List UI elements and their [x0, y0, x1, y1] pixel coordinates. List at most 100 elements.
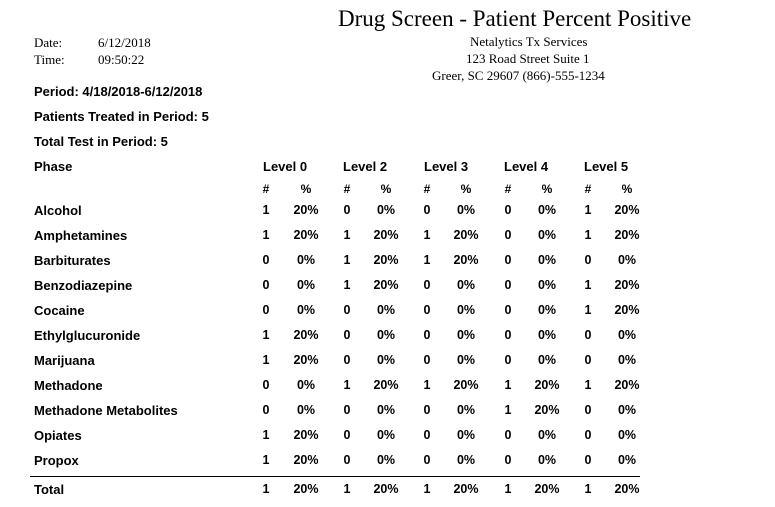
- count-cell: 0: [504, 203, 512, 217]
- count-cell: 0: [584, 328, 592, 342]
- count-header: #: [262, 182, 270, 196]
- count-cell: 0: [584, 453, 592, 467]
- percent-cell: 0%: [456, 328, 476, 342]
- count-cell: 1: [584, 228, 592, 242]
- company-name: Netalytics Tx Services: [470, 34, 588, 49]
- percent-cell: 20%: [534, 403, 560, 417]
- count-header: #: [343, 182, 351, 196]
- percent-cell: 20%: [373, 228, 399, 242]
- count-cell: 0: [262, 253, 270, 267]
- percent-cell: 0%: [537, 278, 557, 292]
- phase-header: Phase: [34, 159, 73, 174]
- percent-cell: 0%: [376, 303, 396, 317]
- count-cell: 0: [504, 453, 512, 467]
- phase-name: Methadone: [34, 378, 103, 393]
- phase-name: Alcohol: [34, 203, 82, 218]
- percent-cell: 0%: [456, 303, 476, 317]
- level-header: Level 2: [343, 159, 388, 174]
- percent-cell: 20%: [293, 203, 319, 217]
- level-header: Level 5: [584, 159, 629, 174]
- count-cell: 0: [504, 253, 512, 267]
- percent-cell: 0%: [617, 328, 637, 342]
- count-cell: 1: [262, 353, 270, 367]
- percent-cell: 0%: [296, 303, 316, 317]
- percent-cell: 0%: [617, 253, 637, 267]
- phase-name: Methadone Metabolites: [34, 403, 178, 418]
- percent-cell: 20%: [293, 228, 319, 242]
- count-cell: 0: [343, 428, 351, 442]
- percent-cell: 20%: [614, 482, 640, 496]
- percent-cell: 20%: [453, 228, 479, 242]
- percent-cell: 20%: [293, 353, 319, 367]
- count-cell: 1: [584, 482, 592, 496]
- count-cell: 0: [343, 303, 351, 317]
- percent-cell: 0%: [376, 328, 396, 342]
- phase-name: Cocaine: [34, 303, 85, 318]
- table-row: Methadone 0 0% 1 20% 1 20% 1 20% 1 20%: [0, 378, 775, 403]
- percent-cell: 0%: [456, 353, 476, 367]
- count-cell: 1: [504, 378, 512, 392]
- count-cell: 0: [423, 303, 431, 317]
- count-cell: 0: [423, 328, 431, 342]
- count-cell: 1: [262, 453, 270, 467]
- count-cell: 0: [504, 428, 512, 442]
- percent-cell: 0%: [617, 428, 637, 442]
- percent-cell: 0%: [456, 403, 476, 417]
- count-cell: 1: [423, 378, 431, 392]
- patients-treated-text: Patients Treated in Period: 5: [34, 109, 209, 124]
- time-label: Time:: [34, 52, 65, 67]
- table-row: Methadone Metabolites 0 0% 0 0% 0 0% 1 20% 0 0%: [0, 403, 775, 428]
- percent-cell: 0%: [617, 353, 637, 367]
- phase-name: Opiates: [34, 428, 82, 443]
- count-cell: 0: [343, 403, 351, 417]
- percent-cell: 0%: [537, 203, 557, 217]
- percent-cell: 20%: [373, 482, 399, 496]
- period-text: Period: 4/18/2018-6/12/2018: [34, 84, 203, 99]
- table-row: Barbiturates 0 0% 1 20% 1 20% 0 0% 0 0%: [0, 253, 775, 278]
- count-cell: 1: [584, 378, 592, 392]
- table-row: Propox 1 20% 0 0% 0 0% 0 0% 0 0%: [0, 453, 775, 478]
- percent-header: %: [541, 182, 553, 196]
- percent-cell: 0%: [456, 278, 476, 292]
- count-cell: 0: [262, 278, 270, 292]
- company-address: 123 Road Street Suite 1: [466, 51, 590, 66]
- percent-cell: 0%: [296, 378, 316, 392]
- count-cell: 0: [504, 353, 512, 367]
- phase-name: Amphetamines: [34, 228, 128, 243]
- table-row: Ethylglucuronide 1 20% 0 0% 0 0% 0 0% 0 0%: [0, 328, 775, 353]
- percent-cell: 0%: [537, 353, 557, 367]
- count-cell: 0: [423, 278, 431, 292]
- percent-cell: 20%: [534, 378, 560, 392]
- count-cell: 0: [584, 253, 592, 267]
- percent-cell: 0%: [617, 453, 637, 467]
- total-tests-text: Total Test in Period: 5: [34, 134, 168, 149]
- percent-header: %: [621, 182, 633, 196]
- percent-cell: 0%: [376, 403, 396, 417]
- table-row: Benzodiazepine 0 0% 1 20% 0 0% 0 0% 1 20%: [0, 278, 775, 303]
- count-cell: 0: [343, 203, 351, 217]
- count-cell: 0: [584, 428, 592, 442]
- percent-cell: 0%: [376, 203, 396, 217]
- count-cell: 1: [262, 228, 270, 242]
- percent-cell: 0%: [296, 403, 316, 417]
- percent-cell: 20%: [453, 482, 479, 496]
- table-row: Marijuana 1 20% 0 0% 0 0% 0 0% 0 0%: [0, 353, 775, 378]
- percent-cell: 0%: [456, 428, 476, 442]
- percent-cell: 20%: [614, 278, 640, 292]
- count-cell: 1: [262, 328, 270, 342]
- level-header: Level 3: [424, 159, 469, 174]
- count-cell: 1: [423, 482, 431, 496]
- percent-header: %: [380, 182, 392, 196]
- percent-cell: 20%: [614, 203, 640, 217]
- count-cell: 0: [504, 328, 512, 342]
- count-cell: 0: [423, 403, 431, 417]
- company-city-phone: Greer, SC 29607 (866)-555-1234: [432, 68, 605, 83]
- count-header: #: [504, 182, 512, 196]
- count-cell: 1: [343, 278, 351, 292]
- total-divider: [30, 476, 640, 477]
- count-cell: 0: [262, 378, 270, 392]
- count-cell: 0: [423, 203, 431, 217]
- phase-name: Ethylglucuronide: [34, 328, 141, 343]
- time-value: 09:50:22: [98, 52, 145, 67]
- count-cell: 1: [423, 253, 431, 267]
